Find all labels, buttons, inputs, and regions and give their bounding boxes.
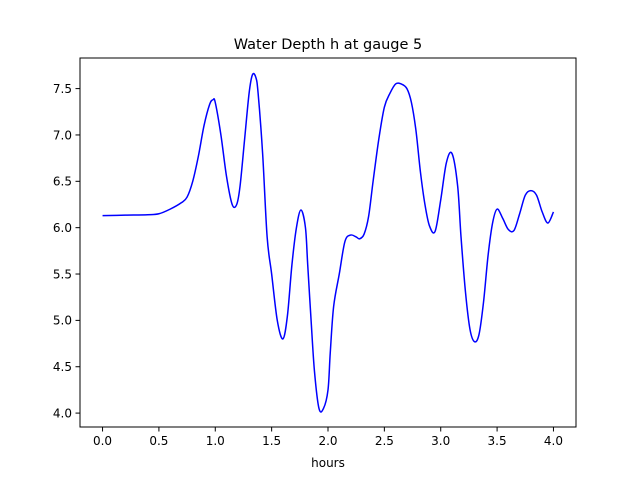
y-tick-label: 7.0 xyxy=(53,128,72,142)
x-tick-label: 1.0 xyxy=(206,434,225,448)
x-tick-label: 0.0 xyxy=(93,434,112,448)
x-tick-label: 3.0 xyxy=(431,434,450,448)
y-tick-label: 4.5 xyxy=(53,360,72,374)
y-tick-label: 6.5 xyxy=(53,175,72,189)
y-axis: 4.0 4.5 5.0 5.5 6.0 6.5 7.0 7.5 xyxy=(53,82,80,420)
series-line-0 xyxy=(102,72,555,413)
x-tick-label: 0.5 xyxy=(149,434,168,448)
y-tick-label: 6.0 xyxy=(53,221,72,235)
y-tick-label: 4.0 xyxy=(53,406,72,420)
plot-frame xyxy=(79,57,577,428)
y-tick-label: 7.5 xyxy=(53,82,72,96)
plot-area xyxy=(102,72,555,413)
x-axis-label: hours xyxy=(311,456,345,470)
x-axis: 0.0 0.5 1.0 1.5 2.0 2.5 3.0 3.5 4.0 xyxy=(93,427,563,448)
chart-title: Water Depth h at gauge 5 xyxy=(234,37,422,53)
y-tick-label: 5.0 xyxy=(53,314,72,328)
x-tick-label: 4.0 xyxy=(544,434,563,448)
x-tick-label: 2.0 xyxy=(318,434,337,448)
x-tick-label: 3.5 xyxy=(488,434,507,448)
y-tick-label: 5.5 xyxy=(53,267,72,281)
x-tick-label: 2.5 xyxy=(375,434,394,448)
x-tick-label: 1.5 xyxy=(262,434,281,448)
